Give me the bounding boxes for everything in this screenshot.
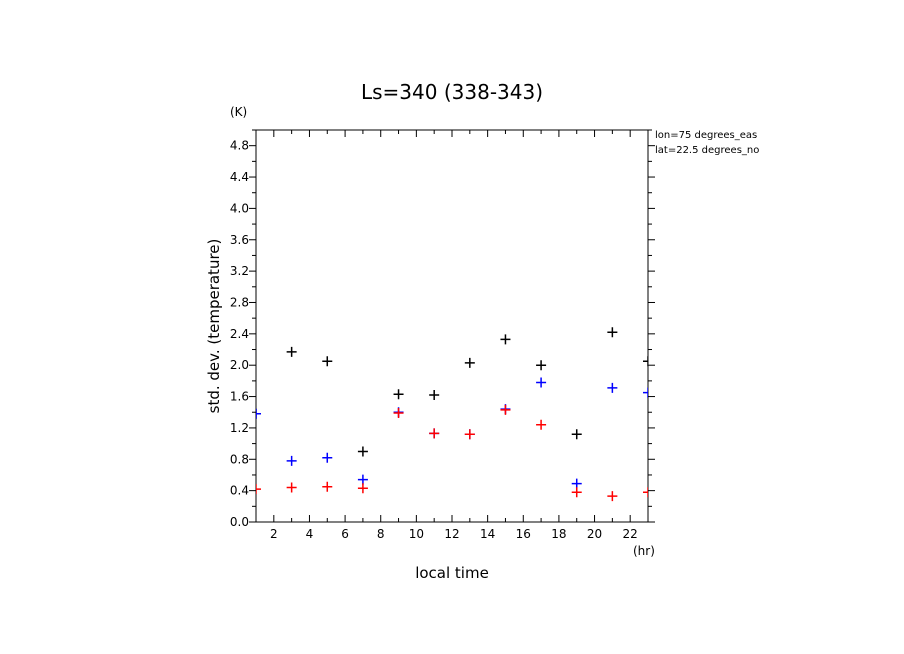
x-axis-ticks: 2 4 6 8 10 12 14 16 18 20 22 — [255, 130, 649, 541]
data-point — [393, 408, 404, 419]
y-tick-label: 4.4 — [230, 170, 249, 184]
data-point — [464, 357, 475, 368]
data-point — [322, 356, 333, 367]
y-tick-label: 0.0 — [230, 515, 249, 529]
y-unit-label: (K) — [230, 105, 247, 119]
data-point — [607, 491, 618, 502]
y-tick-label: 0.8 — [230, 452, 249, 466]
data-point — [500, 404, 511, 415]
y-axis-ticks: 0.0 0.4 0.8 1.2 1.6 2.0 2.4 2.8 3.2 3.6 4.0 4.4 4.8 — [230, 129, 655, 529]
annotation-lat: lat=22.5 degrees_no — [655, 145, 759, 156]
x-tick-label: 8 — [377, 527, 385, 541]
x-tick-label: 22 — [623, 527, 638, 541]
x-tick-label: 14 — [480, 527, 495, 541]
y-tick-label: 3.2 — [230, 264, 249, 278]
x-tick-label: 20 — [587, 527, 602, 541]
x-unit-label: (hr) — [633, 544, 655, 558]
data-point — [286, 455, 297, 466]
data-point — [571, 487, 582, 498]
x-tick-label: 18 — [551, 527, 566, 541]
data-point — [286, 346, 297, 357]
data-point — [357, 483, 368, 494]
data-point — [322, 452, 333, 463]
data-point — [536, 360, 547, 371]
data-point — [500, 334, 511, 345]
data-point — [256, 408, 261, 419]
data-point — [607, 327, 618, 338]
x-tick-label: 2 — [270, 527, 278, 541]
plot-frame — [255, 129, 649, 523]
y-tick-label: 4.8 — [230, 139, 249, 153]
y-tick-label: 1.2 — [230, 421, 249, 435]
x-tick-label: 16 — [516, 527, 531, 541]
data-point — [357, 446, 368, 457]
y-tick-label: 2.4 — [230, 327, 249, 341]
annotation-lon: lon=75 degrees_eas — [655, 130, 757, 141]
data-point — [643, 487, 648, 498]
y-axis-label: std. dev. (temperature) — [205, 239, 223, 414]
data-point — [571, 429, 582, 440]
y-tick-label: 2.0 — [230, 358, 249, 372]
y-tick-label: 3.6 — [230, 233, 249, 247]
data-point — [322, 481, 333, 492]
data-point — [429, 389, 440, 400]
data-point — [607, 382, 618, 393]
y-tick-label: 1.6 — [230, 390, 249, 404]
data-point — [571, 478, 582, 489]
y-tick-label: 4.0 — [230, 201, 249, 215]
data-point — [357, 474, 368, 485]
data-point — [643, 356, 648, 367]
x-tick-label: 6 — [341, 527, 349, 541]
data-point — [393, 389, 404, 400]
data-point — [256, 484, 261, 495]
chart-title: Ls=340 (338-343) — [361, 80, 543, 104]
data-point — [429, 428, 440, 439]
y-tick-label: 0.4 — [230, 484, 249, 498]
data-points — [256, 327, 648, 502]
x-axis-label: local time — [415, 564, 489, 582]
data-point — [464, 429, 475, 440]
data-point — [536, 377, 547, 388]
data-point — [286, 482, 297, 493]
data-point — [643, 387, 648, 398]
x-tick-label: 4 — [306, 527, 314, 541]
data-point — [536, 419, 547, 430]
y-tick-label: 2.8 — [230, 295, 249, 309]
x-tick-label: 12 — [444, 527, 459, 541]
x-tick-label: 10 — [409, 527, 424, 541]
